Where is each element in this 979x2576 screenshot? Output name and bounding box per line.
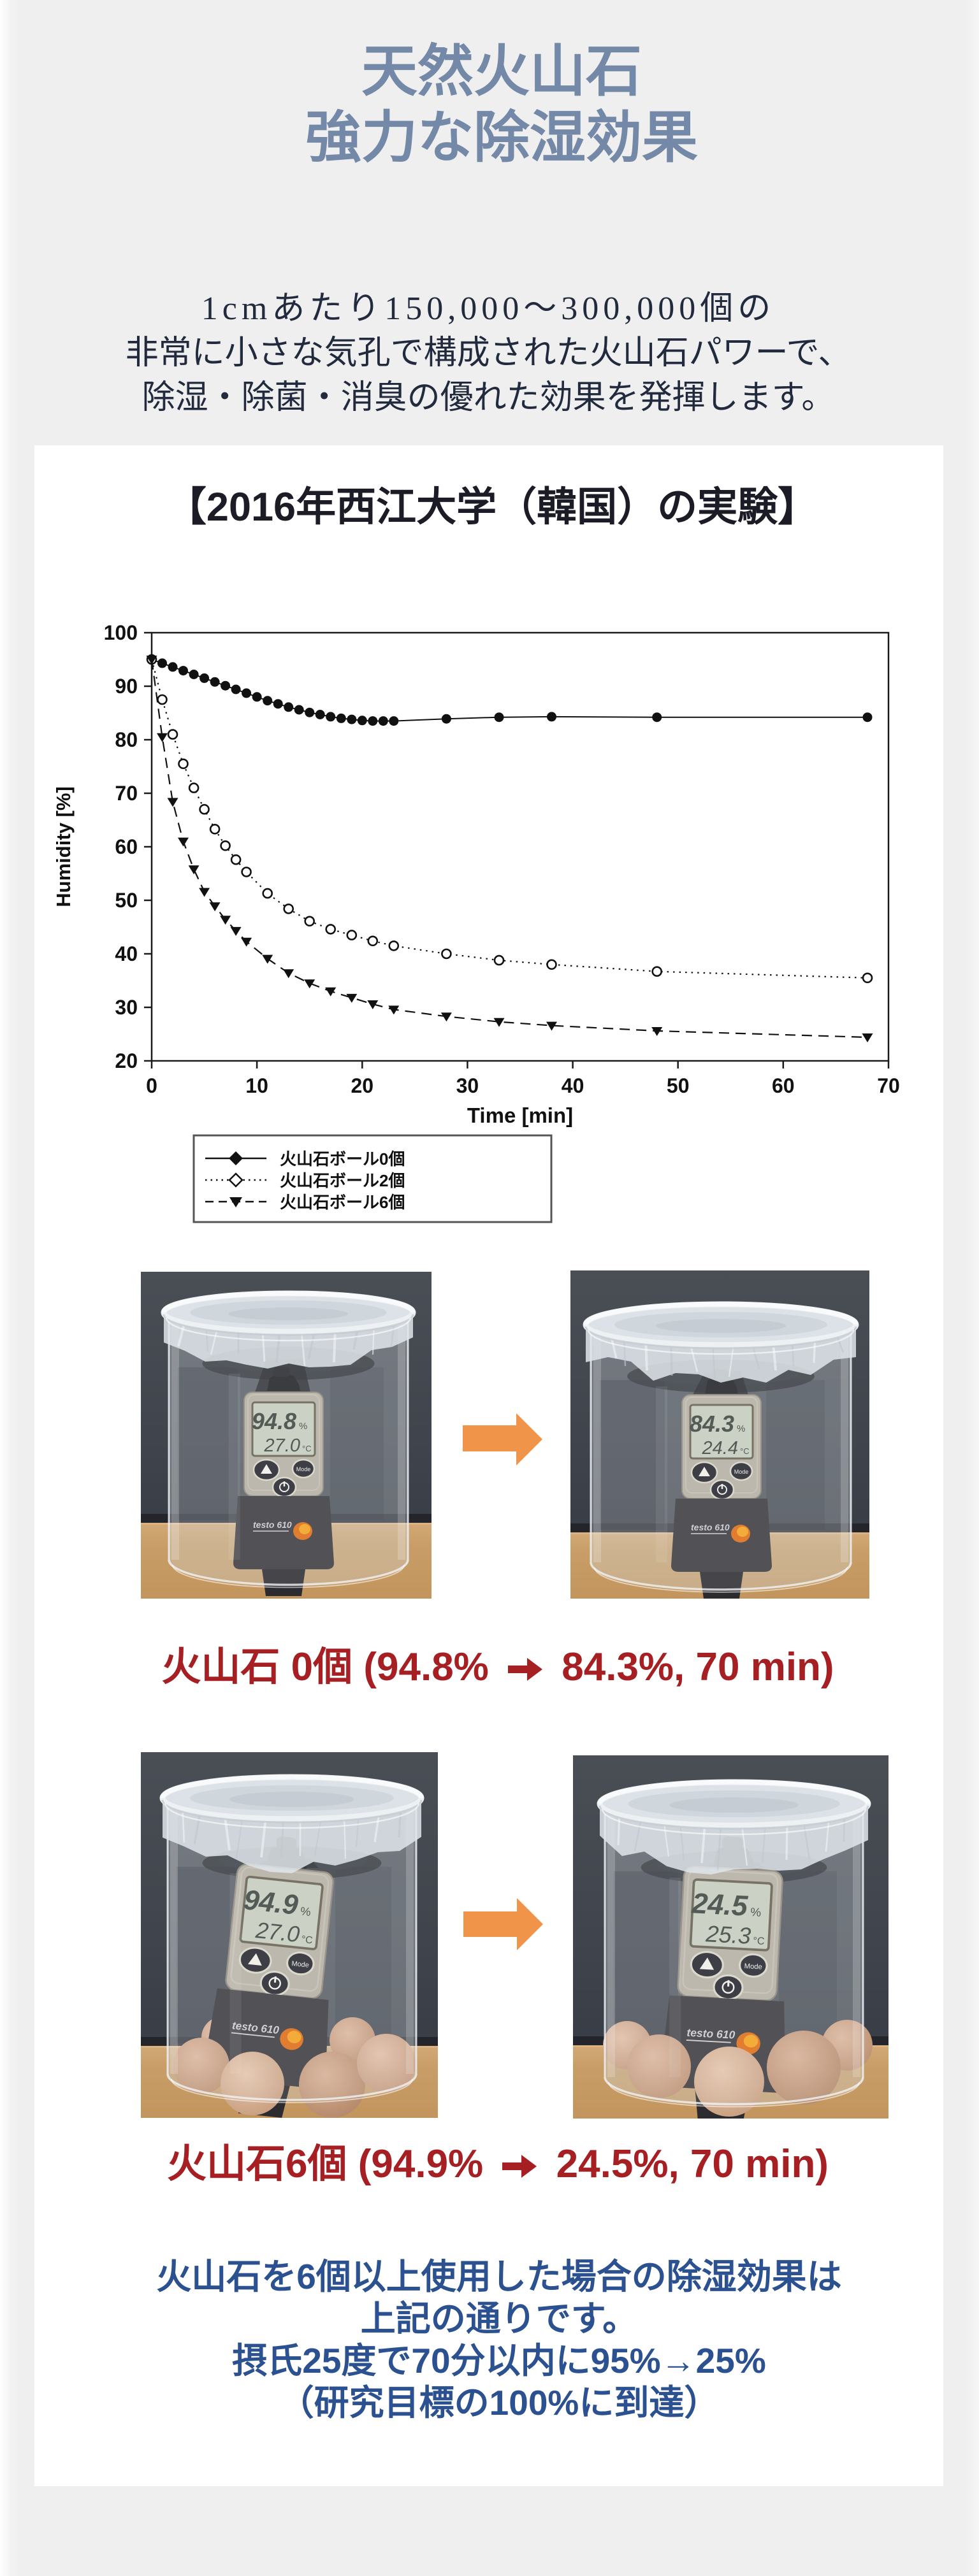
svg-text:Mode: Mode [744, 1962, 762, 1971]
svg-text:94.8: 94.8 [252, 1408, 296, 1434]
svg-text:0: 0 [146, 1074, 157, 1097]
svg-text:Time [min]: Time [min] [467, 1104, 573, 1127]
svg-text:10: 10 [245, 1074, 268, 1097]
svg-text:%: % [737, 1423, 745, 1434]
svg-text:50: 50 [115, 889, 138, 912]
svg-text:70: 70 [115, 782, 138, 805]
svg-text:20: 20 [115, 1049, 138, 1072]
svg-text:40: 40 [562, 1074, 584, 1097]
svg-text:20: 20 [351, 1074, 374, 1097]
svg-text:60: 60 [772, 1074, 795, 1097]
svg-text:Mode: Mode [296, 1466, 311, 1472]
svg-text:30: 30 [456, 1074, 479, 1097]
svg-text:°C: °C [301, 1934, 313, 1946]
svg-text:24.5: 24.5 [690, 1887, 749, 1922]
svg-text:火山石ボール0個: 火山石ボール0個 [280, 1149, 405, 1169]
svg-text:%: % [299, 1421, 307, 1432]
svg-text:84.3: 84.3 [690, 1411, 734, 1437]
svg-text:90: 90 [115, 675, 138, 698]
svg-text:°C: °C [740, 1446, 750, 1456]
svg-text:50: 50 [667, 1074, 690, 1097]
svg-text:testo 610: testo 610 [691, 1522, 730, 1532]
svg-text:testo 610: testo 610 [253, 1520, 292, 1530]
svg-text:40: 40 [115, 942, 138, 965]
svg-text:70: 70 [877, 1074, 900, 1097]
svg-text:Humidity [%]: Humidity [%] [52, 786, 75, 907]
svg-text:94.9: 94.9 [242, 1884, 300, 1921]
svg-text:Mode: Mode [291, 1960, 310, 1969]
svg-text:°C: °C [302, 1444, 312, 1453]
svg-text:100: 100 [104, 621, 138, 644]
svg-text:火山石ボール2個: 火山石ボール2個 [280, 1171, 405, 1190]
svg-text:24.4: 24.4 [702, 1438, 738, 1458]
svg-text:testo 610: testo 610 [686, 2026, 736, 2041]
svg-text:30: 30 [115, 996, 138, 1019]
svg-text:火山石ボール6個: 火山石ボール6個 [280, 1193, 405, 1212]
svg-text:80: 80 [115, 728, 138, 751]
svg-text:%: % [750, 1905, 762, 1919]
svg-text:25.3: 25.3 [704, 1920, 751, 1949]
svg-text:%: % [300, 1904, 311, 1919]
svg-text:27.0: 27.0 [264, 1436, 300, 1456]
svg-text:Mode: Mode [734, 1469, 749, 1475]
svg-text:°C: °C [753, 1935, 765, 1947]
svg-text:27.0: 27.0 [254, 1918, 301, 1947]
svg-text:60: 60 [115, 835, 138, 858]
